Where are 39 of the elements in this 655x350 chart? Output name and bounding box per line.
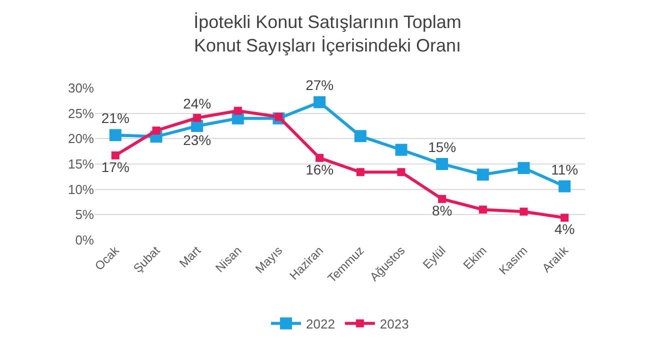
point	[193, 114, 202, 122]
y-tick-label: 5%	[75, 207, 94, 222]
chart-title: İpotekli Konut Satışlarının Toplam Konut Sayışları İçerisindeki Oranı	[194, 12, 462, 56]
point	[234, 106, 242, 115]
y-tick-label: 25%	[68, 106, 94, 121]
point	[558, 180, 571, 192]
data-label: 4%	[554, 221, 575, 238]
point	[478, 206, 487, 214]
point	[476, 168, 489, 181]
point	[520, 208, 528, 216]
point	[152, 126, 160, 135]
point	[354, 130, 366, 142]
data-label: 11%	[551, 161, 578, 178]
data-label: 21%	[101, 110, 130, 126]
y-tick-label: 0%	[75, 232, 94, 248]
y-tick-label: 10%	[68, 182, 94, 197]
point	[356, 168, 364, 176]
point	[316, 154, 324, 162]
data-label: 15%	[428, 139, 456, 155]
y-tick-label: 30%	[68, 80, 94, 96]
point	[436, 158, 448, 170]
data-label: 24%	[183, 95, 212, 112]
data-label: 17%	[101, 158, 130, 175]
point	[397, 168, 406, 176]
legend-label: 2023	[380, 316, 409, 332]
data-label: 23%	[183, 132, 212, 148]
point	[395, 144, 408, 156]
point	[111, 151, 120, 160]
y-tick-label: 15%	[68, 156, 94, 172]
point	[518, 162, 530, 174]
point	[438, 194, 446, 203]
legend-label: 2022	[306, 316, 335, 332]
data-label: 8%	[432, 202, 452, 218]
data-label: 16%	[306, 161, 334, 178]
point	[109, 129, 122, 142]
point	[314, 96, 326, 108]
y-tick-label: 20%	[68, 131, 94, 146]
point	[560, 214, 569, 222]
data-label: 27%	[306, 77, 334, 94]
